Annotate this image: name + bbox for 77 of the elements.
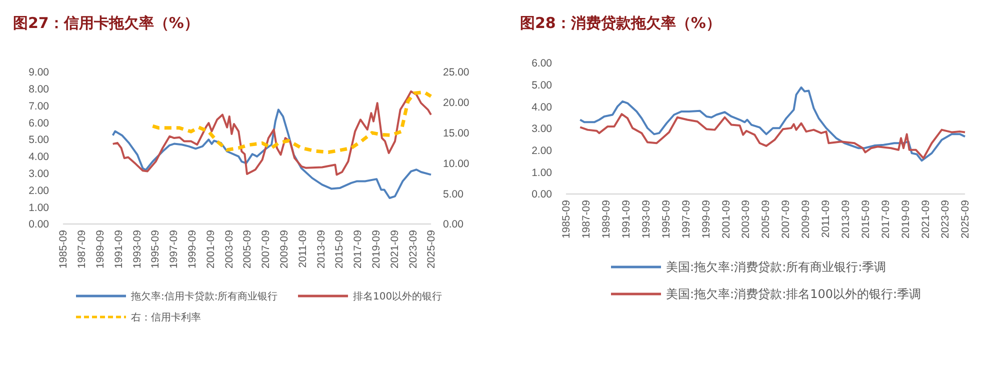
y-tick-label: 1.00	[532, 166, 552, 179]
line-series	[579, 86, 966, 162]
x-tick-label: 1997-09	[680, 200, 692, 239]
x-tick-label: 2011-09	[820, 200, 832, 238]
x-tick-label: 1999-09	[186, 230, 198, 269]
y2-tick-label: 25.00	[443, 66, 470, 79]
x-tick-label: 1985-09	[58, 230, 70, 269]
y-tick-label: 2.00	[28, 184, 50, 197]
y-tick-label: 3.00	[28, 168, 50, 180]
chart-title: 图28：消费贷款拖欠率（%）	[520, 14, 721, 32]
x-tick-label: 2005-09	[242, 230, 254, 269]
y2-tick-label: 5.00	[443, 188, 464, 200]
x-tick-label: 2017-09	[352, 230, 364, 269]
x-tick-label: 1991-09	[112, 230, 125, 269]
x-tick-label: 2023-09	[407, 230, 420, 269]
x-tick-label: 2019-09	[370, 230, 382, 269]
x-tick-label: 2015-09	[860, 200, 872, 239]
x-tick-label: 2001-09	[204, 230, 217, 269]
line-series	[112, 108, 432, 199]
x-tick-label: 1995-09	[660, 200, 672, 239]
x-tick-label: 2023-09	[940, 200, 952, 239]
x-tick-label: 1987-09	[76, 230, 88, 269]
x-tick-label: 2017-09	[880, 200, 892, 239]
x-tick-label: 2001-09	[720, 200, 732, 239]
x-tick-label: 1989-09	[94, 230, 106, 269]
x-tick-label: 2021-09	[920, 200, 932, 239]
x-tick-label: 2025-09	[960, 200, 972, 239]
y2-tick-label: 20.00	[443, 97, 470, 110]
x-tick-label: 2003-09	[223, 230, 236, 269]
x-tick-label: 2009-09	[278, 230, 290, 269]
y-tick-label: 5.00	[28, 134, 50, 146]
x-tick-label: 2025-09	[426, 230, 438, 269]
line-series	[579, 113, 966, 160]
x-tick-label: 2013-09	[315, 230, 328, 269]
y-tick-label: 7.00	[28, 100, 50, 112]
y-tick-label: 3.00	[532, 123, 552, 136]
y2-tick-label: 0.00	[443, 218, 464, 231]
x-tick-label: 2005-09	[760, 200, 772, 239]
line-series	[150, 90, 433, 154]
legend-label: 美国:拖欠率:消费贷款:所有商业银行:季调	[666, 260, 886, 274]
x-tick-label: 2003-09	[740, 200, 752, 239]
y-tick-label: 4.00	[28, 151, 50, 164]
x-tick-label: 2007-09	[260, 230, 272, 269]
legend-label: 排名100以外的银行	[353, 290, 442, 302]
y-tick-label: 0.00	[532, 188, 552, 201]
y-tick-label: 9.00	[28, 66, 50, 79]
y2-tick-label: 10.00	[443, 158, 470, 170]
x-tick-label: 1991-09	[620, 200, 633, 239]
y-tick-label: 5.00	[532, 80, 552, 92]
y-tick-label: 8.00	[28, 84, 50, 96]
x-tick-label: 2009-09	[800, 200, 812, 239]
y-tick-label: 1.00	[28, 202, 50, 214]
chart-title: 图27：信用卡拖欠率（%）	[13, 14, 199, 32]
legend-label: 拖欠率:信用卡贷款:所有商业银行	[130, 290, 278, 302]
x-tick-label: 2021-09	[388, 230, 401, 269]
x-tick-label: 1993-09	[131, 230, 144, 269]
y-tick-label: 0.00	[28, 218, 50, 231]
legend-label: 右：信用卡利率	[131, 312, 201, 324]
x-tick-label: 1997-09	[168, 230, 180, 269]
legend-label: 美国:拖欠率:消费贷款:排名100以外的银行:季调	[666, 287, 922, 302]
x-tick-label: 2015-09	[334, 230, 346, 269]
x-tick-label: 2011-09	[296, 230, 309, 268]
x-tick-label: 2013-09	[840, 200, 852, 239]
x-tick-label: 2007-09	[780, 200, 792, 239]
y-tick-label: 4.00	[532, 101, 552, 114]
x-tick-label: 1995-09	[150, 230, 162, 269]
x-tick-label: 1993-09	[640, 200, 652, 239]
x-tick-label: 1987-09	[580, 200, 593, 239]
x-tick-label: 1985-09	[560, 200, 573, 239]
y-tick-label: 2.00	[532, 145, 552, 158]
x-tick-label: 1999-09	[700, 200, 712, 239]
line-series	[112, 90, 432, 176]
y-tick-label: 6.00	[28, 117, 50, 130]
y2-tick-label: 15.00	[443, 127, 470, 140]
y-tick-label: 6.00	[532, 58, 552, 70]
x-tick-label: 1989-09	[600, 200, 613, 239]
x-tick-label: 2019-09	[900, 200, 912, 239]
